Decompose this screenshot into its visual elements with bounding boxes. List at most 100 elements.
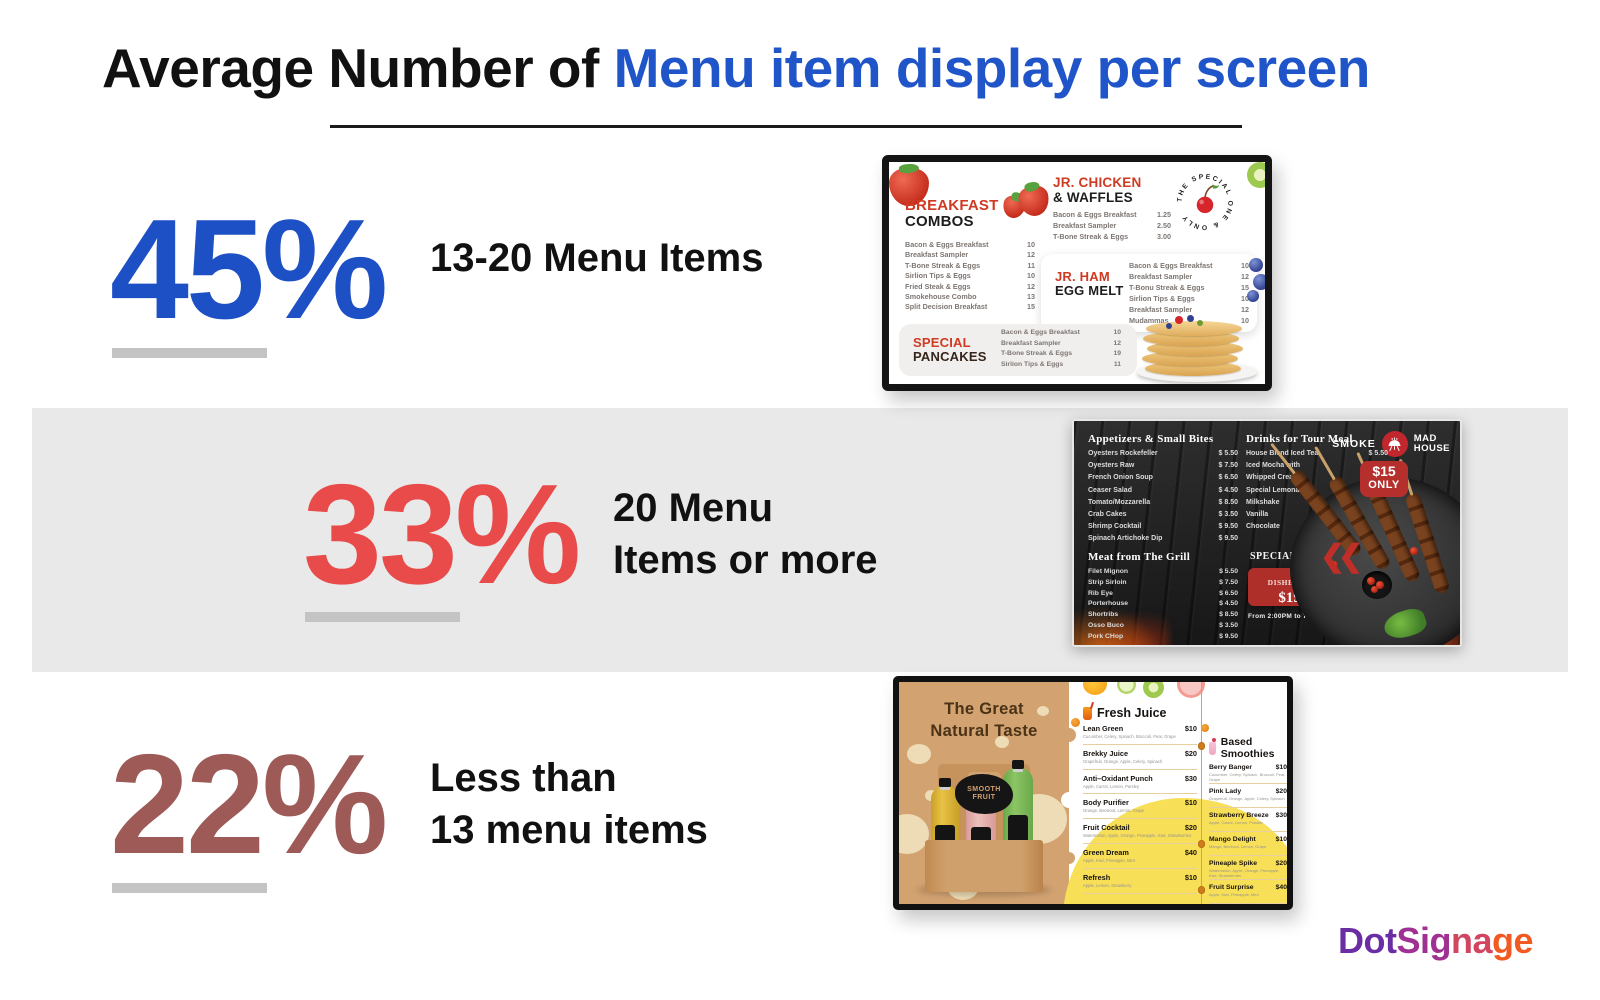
- juice-tagline: The Great Natural Taste: [930, 700, 1038, 741]
- menu-item-row: Anti–Oxidant Punch $30 Apple, Carrot, Lem…: [1083, 770, 1197, 795]
- ham-melt-list: Bacon & Eggs Breakfast 10 Breakfast Sample…: [1129, 261, 1249, 327]
- smoothies-section: Based Smoothies Berry Banger $10 Cucumber…: [1209, 736, 1287, 904]
- menu-item-row: House Blend Iced Tea $ 5.50: [1246, 450, 1388, 457]
- menu-item-row: Refresh $10 Apple, Lemon, Strawberry: [1083, 869, 1197, 894]
- menu-item-row: Breakfast Sampler 2.50: [1053, 221, 1171, 230]
- dotsignage-logo: DotSignage: [1338, 920, 1534, 961]
- menu-item-row: Tomato/Mozzarella $ 8.50: [1088, 498, 1238, 506]
- menu-divider-line: [1197, 682, 1206, 904]
- stat-label-33: 20 Menu Items or more: [613, 486, 878, 582]
- menu-item-row: Fruit Cocktail $20 Watermelon, Apple, Ora…: [1083, 819, 1197, 844]
- menu-item-row: Strip Sirloin $ 7.50: [1088, 578, 1238, 586]
- menu-item-row: Sirlion Tips & Eggs 10: [1129, 294, 1249, 303]
- orange-icon: [1201, 724, 1209, 732]
- kiwi-icon: [1247, 162, 1265, 188]
- menu-item-row: Brekky Juice $20 Grapefruit, Orange, Appl…: [1083, 745, 1197, 770]
- menu-item-row: Bacon & Eggs Breakfast 10: [1001, 329, 1121, 336]
- blueberry-icon: [1247, 290, 1259, 302]
- kebab-platter: [1287, 467, 1460, 645]
- breakfast-combos-heading: BREAKFAST COMBOS: [905, 197, 999, 231]
- stat-value-22: 22%: [110, 725, 388, 884]
- stat-value-45: 45%: [110, 190, 388, 349]
- menu-item-row: Split Decision Breakfast 15: [905, 302, 1035, 312]
- ham-melt-panel: [1041, 254, 1257, 332]
- menu-item-row: Spinach Artichoke Dip $ 9.50: [1088, 535, 1238, 543]
- juice-bottle-green: [1003, 760, 1033, 850]
- offer-time: From 2:00PM to 7:00PM: [1248, 613, 1328, 620]
- special-one-badge: THE SPECIAL ONE & ONLY: [1177, 173, 1232, 230]
- pancakes-icon: [1131, 304, 1263, 384]
- menu-item-row: Pineaple Spike $20 Watermelon, Apple, Ora…: [1209, 856, 1287, 880]
- juice-menu-screen: The Great Natural Taste SMOOTH FRUIT: [893, 676, 1293, 910]
- blueberry-icon: [1249, 258, 1263, 272]
- cherry-icon: [1196, 184, 1220, 214]
- menu-item-row: Shortribs $ 8.50: [1088, 611, 1238, 619]
- meat-section: Meat from The Grill Filet Mignon $ 5.50 St…: [1088, 551, 1238, 644]
- wave-bump: [1063, 852, 1075, 864]
- page-title-blue: Menu item display per screen: [613, 37, 1371, 99]
- stat-underline-33: [305, 612, 460, 622]
- blueberry-icon: [1253, 274, 1265, 290]
- orange-icon: [1071, 718, 1080, 727]
- stat-underline-45: [112, 348, 267, 358]
- kiwi-icon: [1143, 682, 1164, 698]
- menu-item-row: Mango Delight $10 Mango, Beetroot, Lemon,…: [1209, 832, 1287, 856]
- menu-item-row: Berry Banger $10 Cucumber, Celery, Spinac…: [1209, 760, 1287, 784]
- menu-item-row: Osso Buco $ 3.50: [1088, 621, 1238, 629]
- smooth-fruit-logo: SMOOTH FRUIT: [955, 774, 1013, 814]
- menu-item-row: Fried Steak & Eggs 12: [905, 281, 1035, 291]
- chevron-left-icon: ❮❮: [1320, 540, 1363, 573]
- chili-bowl: [1362, 571, 1392, 599]
- menu-item-row: Lean Green $10 Cucumber, Celery, Spinach,…: [1083, 720, 1197, 745]
- wave-bump: [1062, 728, 1076, 742]
- strawberry-icon: [889, 168, 929, 206]
- juice-right-panel: [1063, 682, 1287, 904]
- menu-item-row: Rib Eye $ 6.50: [1088, 589, 1238, 597]
- stat-label-45: 13-20 Menu Items: [430, 236, 764, 280]
- pancakes-heading: SPECIAL PANCAKES: [913, 335, 987, 365]
- menu-item-row: Crab Cakes $ 3.50: [1088, 510, 1238, 518]
- bottle-carrier: SMOOTH FRUIT: [917, 760, 1051, 896]
- juice-left-panel: The Great Natural Taste SMOOTH FRUIT: [899, 682, 1069, 904]
- menu-item-row: Bacon & Eggs Breakfast 10: [1129, 261, 1249, 270]
- menu-item-row: T-Bonu Streak & Eggs 15: [1129, 283, 1249, 292]
- stat-value-33: 33%: [303, 455, 581, 614]
- flame-glow: [1074, 599, 1170, 645]
- menu-item-row: Filet Mignon $ 5.50: [1088, 568, 1238, 575]
- menu-item-row: Bacon & Eggs Breakfast 1.25: [1053, 210, 1171, 219]
- menu-item-row: T-Bone Streak & Eggs 3.00: [1053, 232, 1171, 241]
- smoothie-cup-icon: [1209, 738, 1216, 755]
- menu-item-row: Smokehouse Combo 13: [905, 291, 1035, 301]
- menu-item-row: Green Dream $40 Apple, Kiwi, Pineapple, M…: [1083, 844, 1197, 869]
- menu-item-row: Shrimp Cocktail $ 9.50: [1088, 523, 1238, 531]
- menu-item-row: Oyesters Raw $ 7.50: [1088, 462, 1238, 470]
- menu-item-row: Breakfast Sampler 12: [1129, 305, 1249, 314]
- grill-icon: [1381, 431, 1408, 457]
- fresh-juice-section: Fresh Juice Lean Green $10 Cucumber, Cele…: [1083, 706, 1197, 894]
- menu-item-row: Oyesters Rockefeller $ 5.50: [1088, 450, 1238, 457]
- breakfast-combos-list: Bacon & Eggs Breakfast 10 Breakfast Sample…: [905, 240, 1035, 313]
- menu-item-row: Breakfast Sampler 12: [1001, 339, 1121, 347]
- menu-item-row: Fruit Surprise $40 Apple, Kiwi, Pineapple…: [1209, 880, 1287, 904]
- breakfast-menu-screen: BREAKFAST COMBOS Bacon & Eggs Breakfast 1…: [882, 155, 1272, 391]
- ham-melt-heading: JR. HAM EGG MELT: [1055, 269, 1124, 299]
- menu-item-row: Strawberry Breeze $30 Apple, Carrot, Lemo…: [1209, 808, 1287, 832]
- page-title: Average Number of Menu item display per …: [102, 36, 1370, 100]
- page-title-black: Average Number of: [102, 37, 599, 99]
- menu-item-row: Mudammas 10: [1129, 316, 1249, 325]
- menu-item-row: Pink Lady $20 Grapefruit, Orange, Apple, …: [1209, 784, 1287, 808]
- juice-glass-icon: [1083, 706, 1092, 720]
- menu-item-row: T-Bone Streak & Eggs 11: [905, 260, 1035, 270]
- appetizers-section: Appetizers & Small Bites Oyesters Rockef…: [1088, 433, 1238, 548]
- menu-item-row: Bacon & Eggs Breakfast 10: [905, 240, 1035, 249]
- grapefruit-icon: [1177, 682, 1205, 698]
- pancakes-list: Bacon & Eggs Breakfast 10 Breakfast Sample…: [1001, 329, 1121, 371]
- chicken-waffles-list: Bacon & Eggs Breakfast 1.25 Breakfast Samp…: [1053, 210, 1171, 243]
- chicken-waffles-heading: JR. CHICKEN & WAFFLES: [1053, 175, 1142, 205]
- title-underline: [330, 125, 1242, 128]
- menu-item-row: Porterhouse $ 4.50: [1088, 600, 1238, 608]
- menu-item-row: Breakfast Sampler 12: [1129, 272, 1249, 281]
- wave-bump: [1061, 792, 1077, 808]
- 15-dollar-promo-badge: $15 ONLY: [1360, 461, 1408, 497]
